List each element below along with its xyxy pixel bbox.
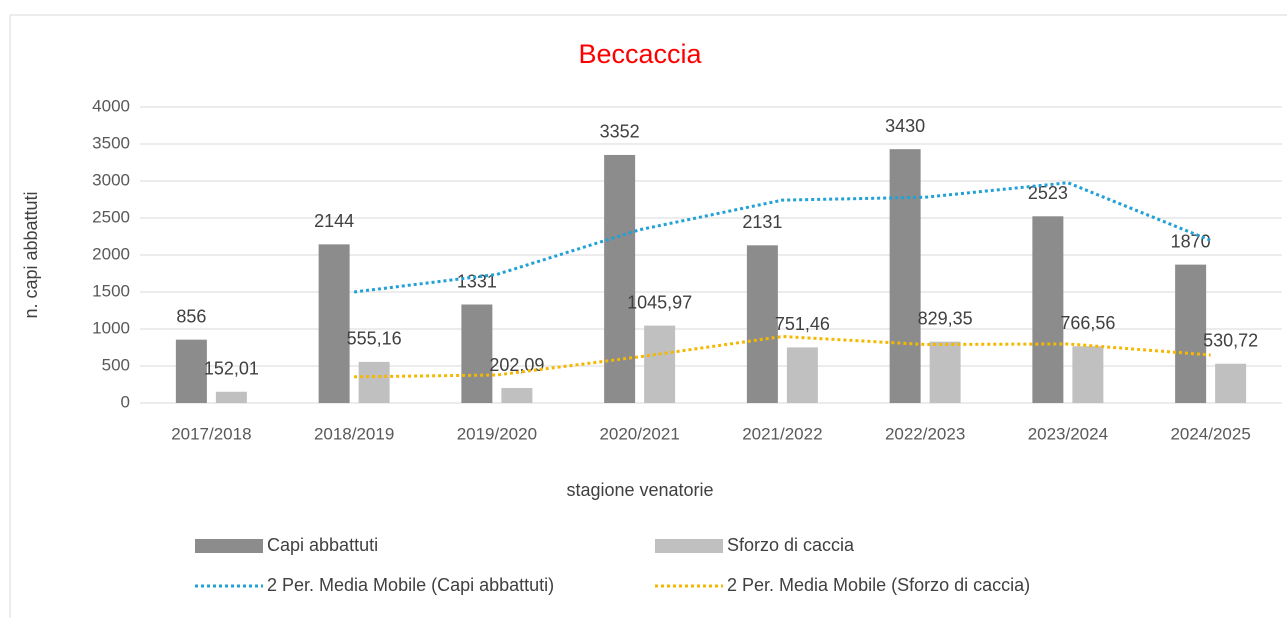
data-label: 1331 [457,271,497,291]
legend-label: 2 Per. Media Mobile (Capi abbattuti) [267,575,554,595]
y-axis-label: n. capi abbattuti [21,191,41,318]
x-tick-label: 2019/2020 [457,424,537,443]
bar [929,341,961,403]
bar [1072,346,1104,403]
bar [786,347,818,403]
bar [215,391,247,403]
data-label: 1870 [1171,231,1211,251]
bar [604,154,636,403]
bar [889,149,921,403]
data-label: 766,56 [1060,313,1115,333]
bar [1175,264,1207,403]
data-label: 530,72 [1203,330,1258,350]
data-label: 3352 [600,122,640,142]
legend-swatch [655,539,723,553]
data-label: 2144 [314,211,354,231]
moving-average-line [353,181,1212,294]
legend-label: 2 Per. Media Mobile (Sforzo di caccia) [727,575,1030,595]
bar [175,339,207,403]
bar [358,361,390,403]
y-tick-label: 2000 [92,244,130,263]
data-label: 3430 [885,116,925,136]
x-tick-label: 2020/2021 [599,424,679,443]
x-axis-label: stagione venatorie [566,480,713,500]
legend-label: Capi abbattuti [267,535,378,555]
x-tick-label: 2021/2022 [742,424,822,443]
bar [501,388,533,403]
y-tick-label: 3500 [92,133,130,152]
bar [746,245,778,403]
legend-label: Sforzo di caccia [727,535,855,555]
bar [644,325,676,403]
data-label: 2131 [742,212,782,232]
data-label: 152,01 [204,359,259,379]
data-label: 829,35 [918,308,973,328]
y-tick-label: 3000 [92,170,130,189]
y-tick-label: 500 [102,355,130,374]
bar [318,244,350,403]
data-label: 555,16 [347,329,402,349]
bar [1215,363,1247,403]
x-tick-label: 2017/2018 [171,424,251,443]
data-label: 2523 [1028,183,1068,203]
bar [1032,216,1064,403]
data-label: 856 [176,306,206,326]
y-tick-label: 0 [121,392,130,411]
bar [461,304,493,403]
y-tick-label: 2500 [92,207,130,226]
data-label: 1045,97 [627,292,692,312]
moving-average-line [354,334,1211,379]
x-tick-label: 2024/2025 [1170,424,1250,443]
y-tick-label: 1000 [92,318,130,337]
y-tick-label: 4000 [92,96,130,115]
x-tick-label: 2023/2024 [1028,424,1108,443]
data-label: 751,46 [775,314,830,334]
x-tick-label: 2018/2019 [314,424,394,443]
y-tick-label: 1500 [92,281,130,300]
legend-swatch [195,539,263,553]
x-tick-label: 2022/2023 [885,424,965,443]
chart-title: Beccaccia [578,39,702,69]
